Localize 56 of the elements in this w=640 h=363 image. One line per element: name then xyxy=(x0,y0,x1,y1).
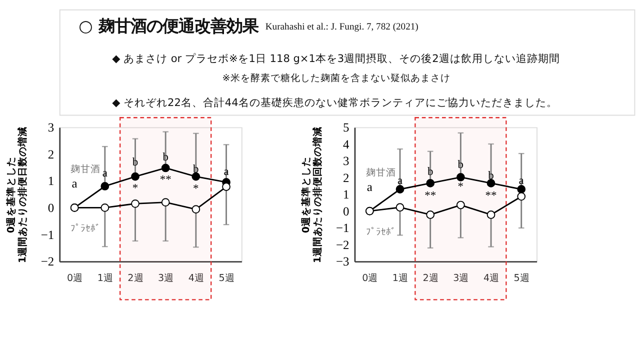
annotation: a xyxy=(366,180,373,194)
x-tick-label: 4週 xyxy=(188,272,204,284)
x-tick-label: 0週 xyxy=(66,272,84,284)
x-tick-label: 1週 xyxy=(97,272,114,284)
annotation: b xyxy=(162,151,169,164)
annotation: a xyxy=(518,174,524,187)
annotation: b xyxy=(458,158,464,171)
y-tick-label: 2 xyxy=(48,147,54,162)
text: ◆ それぞれ22名、合計44名の基礎疾患のない健常ボランティアにご協力いただきました。 xyxy=(112,96,558,110)
x-tick-label: 3週 xyxy=(453,272,470,284)
series-label: 麹甘酒 xyxy=(366,166,396,179)
annotation: * xyxy=(458,181,464,194)
y-axis-title: 0週を基準とした 1週間あたりの排便回数の増減 xyxy=(300,126,324,264)
annotation: a xyxy=(72,176,78,191)
annotation: b xyxy=(132,156,138,169)
y-tick-label: 1 xyxy=(343,188,350,202)
text: ○ 麹甘酒の便通改善効果 xyxy=(78,16,260,36)
text: ◆ あまさけ or プラセボ※を1日 118 g×1本を3週間摂取、その後2週は飲用しない追跡期間 xyxy=(112,52,560,66)
annotation: ** xyxy=(485,190,498,202)
annotation: ** xyxy=(424,190,436,202)
y-tick-label: 0 xyxy=(343,204,350,218)
y-tick-label: 2 xyxy=(343,170,350,185)
y-tick-label: 1 xyxy=(48,174,54,188)
series-label: ﾌﾟﾗｾﾎﾞ xyxy=(70,222,101,235)
x-tick-label: 1週 xyxy=(392,272,409,284)
y-tick-label: 3 xyxy=(343,154,350,168)
series-label: ﾌﾟﾗｾﾎﾞ xyxy=(366,226,396,238)
y-tick-label: 3 xyxy=(48,120,54,135)
annotation: b xyxy=(427,166,434,178)
y-tick-label: −2 xyxy=(336,238,350,252)
annotation: a xyxy=(397,174,403,187)
text: Kurahashi et al.: J. Fungi. 7, 782 (2021) xyxy=(265,21,418,32)
x-tick-label: 3週 xyxy=(158,272,174,284)
y-tick-label: −2 xyxy=(40,254,54,269)
annotation: * xyxy=(193,183,200,196)
y-tick-label: −1 xyxy=(336,221,350,236)
annotation: * xyxy=(132,182,138,194)
y-tick-label: 0 xyxy=(48,201,54,216)
annotation: b xyxy=(488,170,494,182)
x-tick-label: 2週 xyxy=(422,272,439,284)
x-tick-label: 5週 xyxy=(514,272,530,284)
annotation: ** xyxy=(160,174,172,186)
series-label: 麹甘酒 xyxy=(70,163,101,176)
x-tick-label: 4週 xyxy=(483,272,500,284)
x-tick-label: 5週 xyxy=(218,272,235,284)
annotation: a xyxy=(102,168,108,180)
annotation: b xyxy=(193,163,200,176)
annotation: a xyxy=(224,166,229,178)
x-tick-label: 2週 xyxy=(128,272,144,284)
y-tick-label: −3 xyxy=(336,254,350,269)
x-tick-label: 0週 xyxy=(362,272,378,284)
y-tick-label: −1 xyxy=(40,228,54,242)
y-tick-label: 5 xyxy=(343,120,350,135)
y-tick-label: 4 xyxy=(343,137,350,152)
text: ※米を酵素で糖化した麹菌を含まない疑似あまさけ xyxy=(222,72,450,84)
y-axis-title: 0週を基準とした 1週間あたりの排便日数の増減 xyxy=(5,126,29,264)
